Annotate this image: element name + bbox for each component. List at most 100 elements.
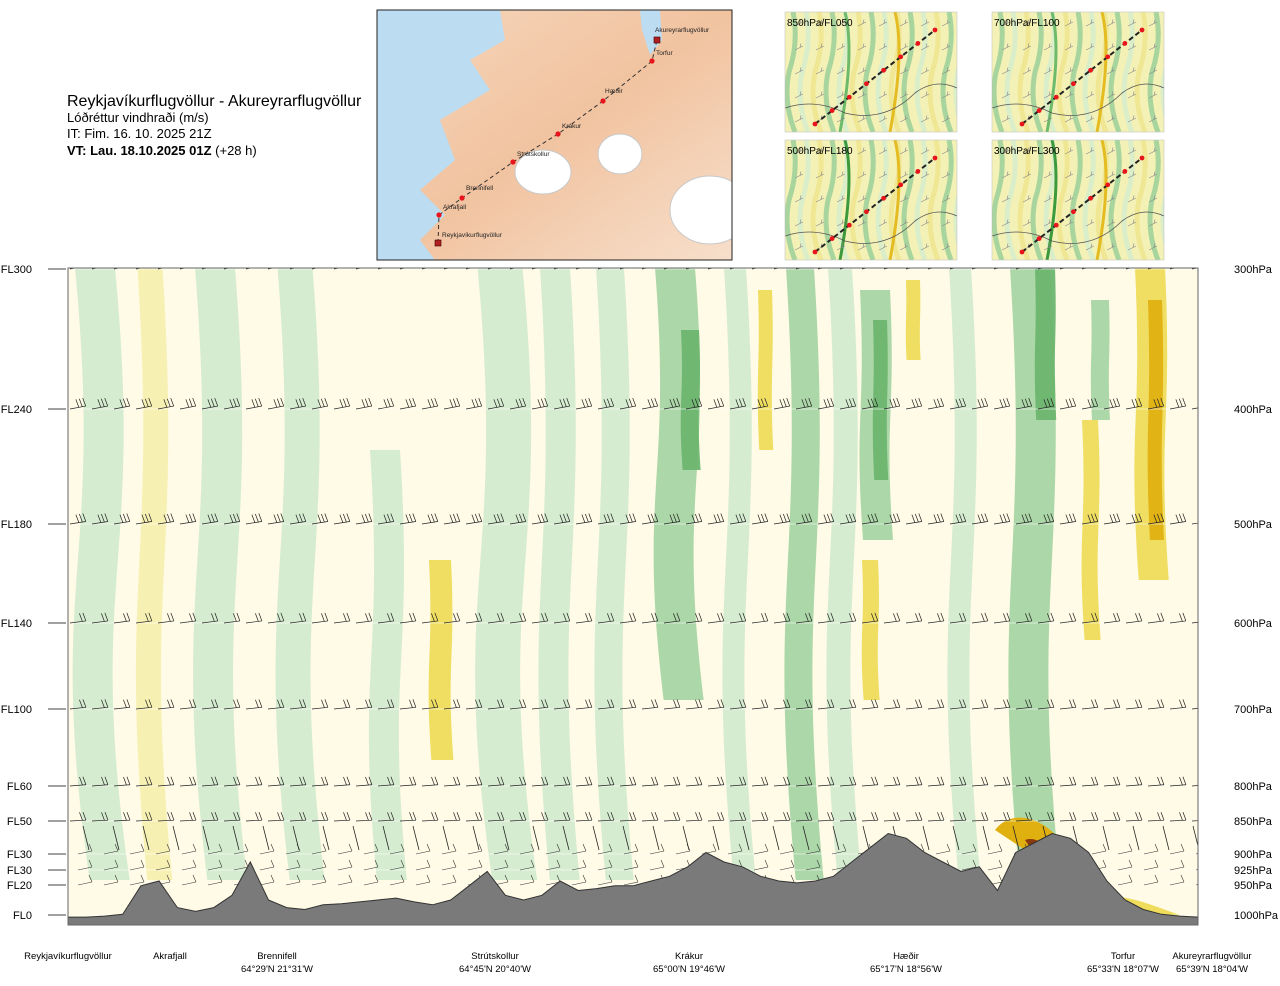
wind-barb xyxy=(179,612,197,624)
wind-barb xyxy=(649,859,665,871)
level-map-barb xyxy=(1106,19,1116,27)
wind-barb xyxy=(905,776,923,787)
wind-barb xyxy=(623,843,639,855)
level-map-barb xyxy=(920,19,930,27)
wind-barb xyxy=(1117,843,1133,855)
wind-barb xyxy=(861,612,879,624)
wind-barb xyxy=(399,776,417,787)
wind-barb xyxy=(575,776,593,787)
wind-barb xyxy=(509,397,527,410)
level-map-barb xyxy=(899,219,909,227)
level-map-barb xyxy=(1106,43,1116,51)
level-map-field xyxy=(785,12,957,132)
level-map-coast xyxy=(785,211,957,244)
level-map: 500hPa/FL180 xyxy=(784,139,958,261)
wind-band xyxy=(826,268,862,880)
wind-barb xyxy=(773,812,791,822)
level-map-barb xyxy=(920,243,930,251)
level-map-route-point xyxy=(1053,94,1059,100)
level-map-band xyxy=(1108,140,1122,260)
wind-barb xyxy=(267,268,275,270)
wind-barb xyxy=(415,843,431,855)
level-map-barb xyxy=(815,171,825,179)
wind-barb xyxy=(971,612,989,624)
level-map-route xyxy=(814,29,936,125)
wind-barb xyxy=(1169,812,1187,822)
wind-barb xyxy=(949,776,967,787)
wind-barb xyxy=(1103,397,1121,410)
wind-barb xyxy=(223,268,231,270)
level-map-route-point xyxy=(846,94,852,100)
wind-barb xyxy=(1081,397,1099,410)
wind-barb xyxy=(597,776,615,787)
level-map-barb xyxy=(1148,147,1158,155)
wind-barb xyxy=(927,812,945,822)
level-map-barb xyxy=(1064,147,1074,155)
level-map-label: 850hPa/FL050 xyxy=(787,18,853,29)
level-map-barb xyxy=(878,91,888,99)
wind-barb xyxy=(1037,812,1055,822)
wind-barb xyxy=(181,859,197,871)
route-point-marker xyxy=(600,98,606,104)
wind-barb xyxy=(987,859,1003,871)
level-map-barb xyxy=(920,171,930,179)
wind-barb xyxy=(532,825,540,851)
wind-barb xyxy=(113,812,131,822)
level-map-band xyxy=(1069,140,1083,260)
wind-barb xyxy=(817,812,835,822)
wind-barb xyxy=(355,776,373,787)
wind-barb xyxy=(465,699,483,710)
wind-barb xyxy=(1191,399,1198,410)
pressure-label: 900hPa xyxy=(1234,849,1273,861)
level-map-barb xyxy=(1064,115,1074,123)
wind-barb xyxy=(795,397,813,410)
wind-barb xyxy=(1125,612,1143,624)
flight-level-label: FL30 xyxy=(7,849,32,861)
level-map-barb xyxy=(920,115,930,123)
wind-barb xyxy=(441,874,457,886)
wind-barb xyxy=(207,859,223,871)
wind-barb xyxy=(259,874,275,886)
level-map-band xyxy=(1095,12,1108,132)
level-map-barb xyxy=(941,115,951,123)
wind-barb xyxy=(817,776,835,787)
level-map-barb xyxy=(1148,43,1158,51)
wind-barb xyxy=(641,776,659,787)
wind-barb xyxy=(509,513,527,525)
level-map-barb xyxy=(1106,219,1116,227)
level-map-barb xyxy=(920,219,930,227)
wind-barb xyxy=(245,776,263,787)
wind-barb xyxy=(531,612,549,624)
wind-barb xyxy=(1191,268,1198,270)
wind-barb xyxy=(729,612,747,624)
wind-barb xyxy=(245,612,263,624)
wind-barb xyxy=(1169,776,1187,787)
wind-barb xyxy=(1125,812,1143,822)
level-map-band xyxy=(785,140,798,260)
wind-barb xyxy=(77,859,93,871)
pressure-label: 700hPa xyxy=(1234,704,1273,716)
level-map-barb xyxy=(1022,19,1032,27)
level-map-band xyxy=(1004,12,1018,132)
wind-barb xyxy=(575,612,593,624)
wind-barb xyxy=(961,859,977,871)
route-point-label: Akrafjall xyxy=(443,204,467,211)
wind-barb xyxy=(399,699,417,710)
wind-barb xyxy=(135,513,153,525)
level-map-barb xyxy=(794,19,804,27)
wind-barb xyxy=(355,699,373,710)
wind-barb xyxy=(1169,268,1177,270)
wind-barb xyxy=(69,699,87,710)
wind-barb xyxy=(982,825,990,851)
wind-barb xyxy=(233,843,249,855)
level-map-barb xyxy=(878,243,888,251)
level-map-band xyxy=(862,12,876,132)
wind-barb xyxy=(1081,699,1099,710)
vertical-wind-field xyxy=(72,268,1180,925)
wind-barb xyxy=(382,825,390,851)
wind-barb xyxy=(773,513,791,525)
level-map-barb xyxy=(1043,19,1053,27)
wind-barb xyxy=(113,268,121,270)
waypoint-name: Hæðir xyxy=(893,951,919,962)
wind-barb xyxy=(839,397,857,410)
